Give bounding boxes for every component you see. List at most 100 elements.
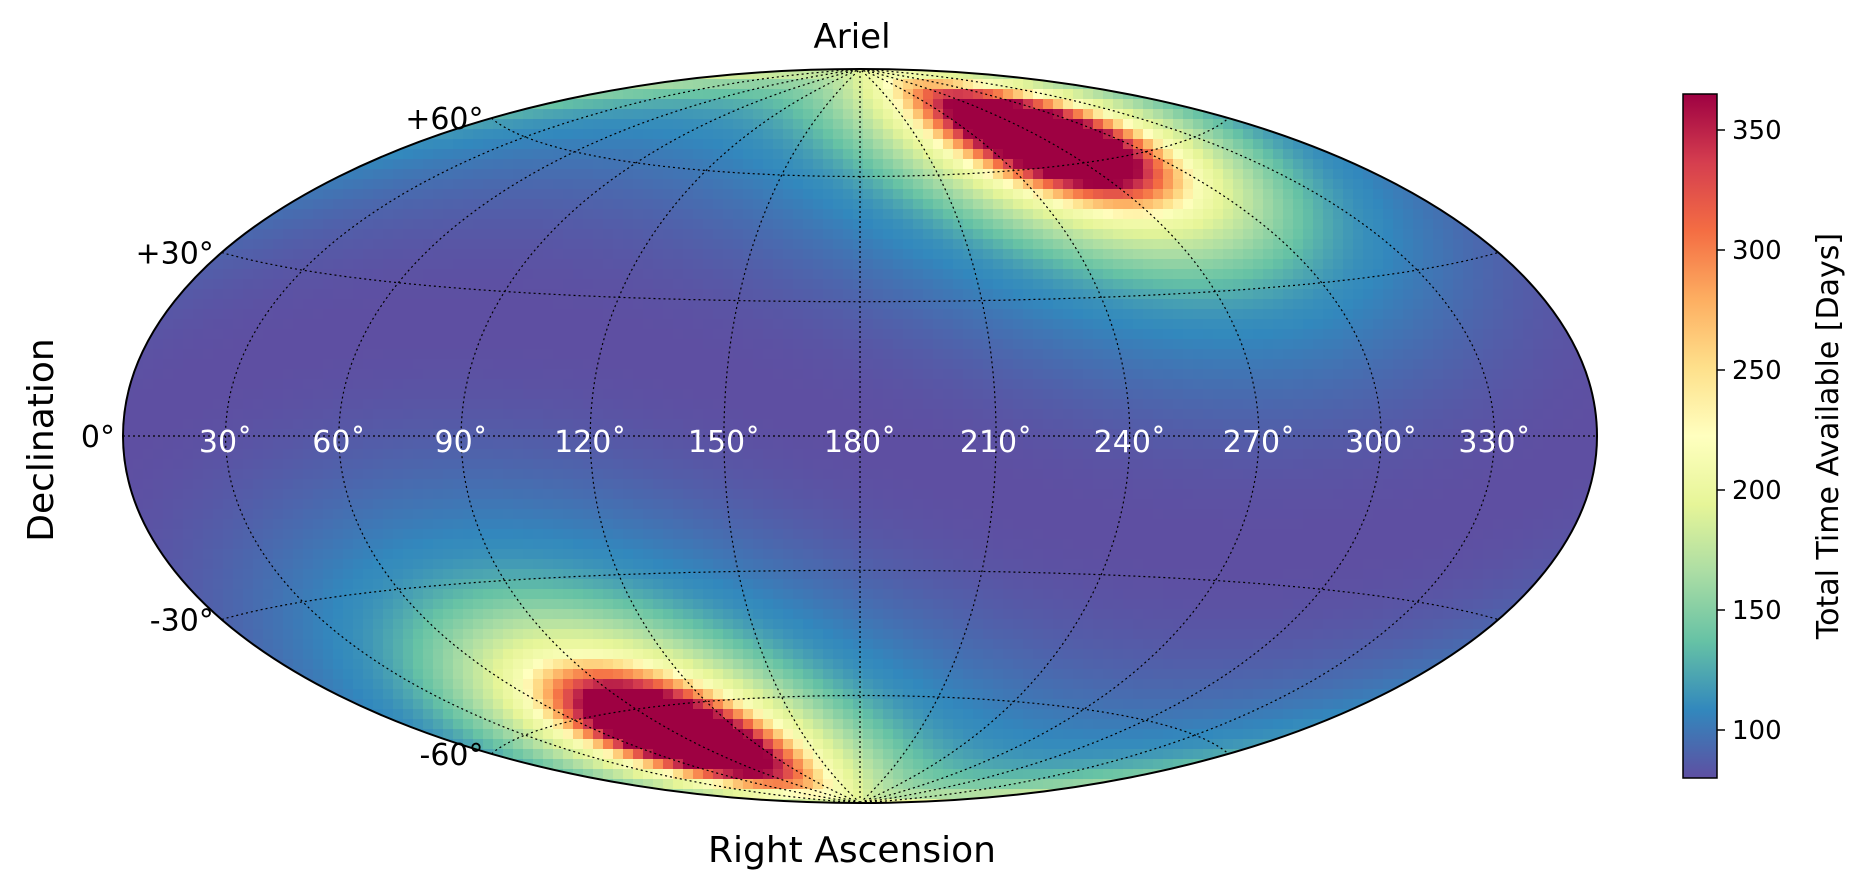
- heatmap-cell: [1123, 219, 1134, 230]
- heatmap-cell: [1083, 329, 1094, 340]
- heatmap-cell: [1333, 299, 1344, 310]
- heatmap-cell: [583, 259, 594, 270]
- heatmap-cell: [1563, 219, 1574, 230]
- heatmap-cell: [1003, 119, 1014, 130]
- heatmap-cell: [303, 259, 314, 270]
- heatmap-cell: [1043, 69, 1054, 80]
- heatmap-cell: [1313, 369, 1324, 380]
- heatmap-cell: [983, 249, 994, 260]
- heatmap-cell: [553, 369, 564, 380]
- heatmap-cell: [203, 279, 214, 290]
- heatmap-cell: [933, 259, 944, 270]
- heatmap-cell: [263, 179, 274, 190]
- heatmap-cell: [633, 109, 644, 120]
- heatmap-cell: [323, 179, 334, 190]
- heatmap-cell: [1453, 89, 1464, 100]
- heatmap-cell: [643, 269, 654, 280]
- heatmap-cell: [1333, 249, 1344, 260]
- heatmap-cell: [663, 89, 674, 100]
- heatmap-cell: [1593, 99, 1597, 110]
- heatmap-cell: [913, 239, 924, 250]
- heatmap-cell: [1323, 309, 1334, 320]
- heatmap-cell: [1513, 219, 1524, 230]
- heatmap-cell: [1043, 259, 1054, 270]
- heatmap-cell: [873, 329, 884, 340]
- heatmap-cell: [1513, 179, 1524, 190]
- heatmap-cell: [703, 209, 714, 220]
- heatmap-cell: [533, 89, 544, 100]
- heatmap-cell: [583, 169, 594, 180]
- heatmap-cell: [1313, 189, 1324, 200]
- heatmap-cell: [1433, 79, 1444, 90]
- heatmap-cell: [593, 119, 604, 130]
- heatmap-cell: [303, 239, 314, 250]
- heatmap-cell: [1513, 99, 1524, 110]
- heatmap-cell: [163, 149, 174, 160]
- heatmap-cell: [1533, 359, 1544, 370]
- heatmap-cell: [1493, 89, 1504, 100]
- heatmap-cell: [923, 79, 934, 90]
- heatmap-cell: [1313, 129, 1324, 140]
- heatmap-cell: [233, 399, 244, 410]
- heatmap-cell: [513, 229, 524, 240]
- heatmap-cell: [1183, 399, 1194, 410]
- heatmap-cell: [793, 109, 804, 120]
- heatmap-cell: [1143, 119, 1154, 130]
- heatmap-cell: [593, 249, 604, 260]
- heatmap-cell: [333, 399, 344, 410]
- heatmap-cell: [1183, 349, 1194, 360]
- heatmap-cell: [1573, 249, 1584, 260]
- heatmap-cell: [213, 69, 224, 80]
- heatmap-cell: [1043, 79, 1054, 90]
- heatmap-cell: [1443, 319, 1454, 330]
- heatmap-cell: [333, 279, 344, 290]
- heatmap-cell: [783, 319, 794, 330]
- heatmap-cell: [993, 109, 1004, 120]
- heatmap-cell: [473, 249, 484, 260]
- heatmap-cell: [183, 169, 194, 180]
- heatmap-cell: [1123, 69, 1134, 80]
- heatmap-cell: [1343, 109, 1354, 120]
- heatmap-cell: [933, 139, 944, 150]
- heatmap-cell: [1453, 379, 1464, 390]
- heatmap-cell: [173, 159, 184, 170]
- heatmap-cell: [243, 399, 254, 410]
- heatmap-cell: [313, 219, 324, 230]
- heatmap-cell: [793, 399, 804, 410]
- heatmap-cell: [423, 139, 434, 150]
- heatmap-cell: [453, 329, 464, 340]
- heatmap-cell: [623, 249, 634, 260]
- heatmap-cell: [333, 369, 344, 380]
- heatmap-cell: [413, 229, 424, 240]
- heatmap-cell: [893, 109, 904, 120]
- heatmap-cell: [953, 79, 964, 90]
- heatmap-cell: [503, 199, 514, 210]
- heatmap-cell: [1293, 259, 1304, 270]
- heatmap-cell: [863, 139, 874, 150]
- heatmap-cell: [733, 209, 744, 220]
- heatmap-cell: [453, 369, 464, 380]
- heatmap-cell: [1183, 339, 1194, 350]
- heatmap-cell: [343, 219, 354, 230]
- heatmap-cell: [703, 329, 714, 340]
- heatmap-cell: [693, 189, 704, 200]
- heatmap-cell: [1463, 209, 1474, 220]
- heatmap-cell: [1253, 129, 1264, 140]
- heatmap-cell: [1103, 339, 1114, 350]
- heatmap-cell: [923, 219, 934, 230]
- heatmap-cell: [1153, 159, 1164, 170]
- heatmap-cell: [1593, 329, 1597, 340]
- heatmap-cell: [1473, 299, 1484, 310]
- heatmap-cell: [693, 179, 704, 190]
- heatmap-cell: [843, 109, 854, 120]
- heatmap-cell: [213, 209, 224, 220]
- heatmap-cell: [183, 389, 194, 400]
- heatmap-cell: [1413, 279, 1424, 290]
- heatmap-cell: [1323, 129, 1334, 140]
- heatmap-cell: [873, 239, 884, 250]
- heatmap-cell: [183, 159, 194, 170]
- heatmap-cell: [603, 389, 614, 400]
- heatmap-cell: [833, 389, 844, 400]
- heatmap-cell: [1463, 259, 1474, 270]
- heatmap-cell: [403, 349, 414, 360]
